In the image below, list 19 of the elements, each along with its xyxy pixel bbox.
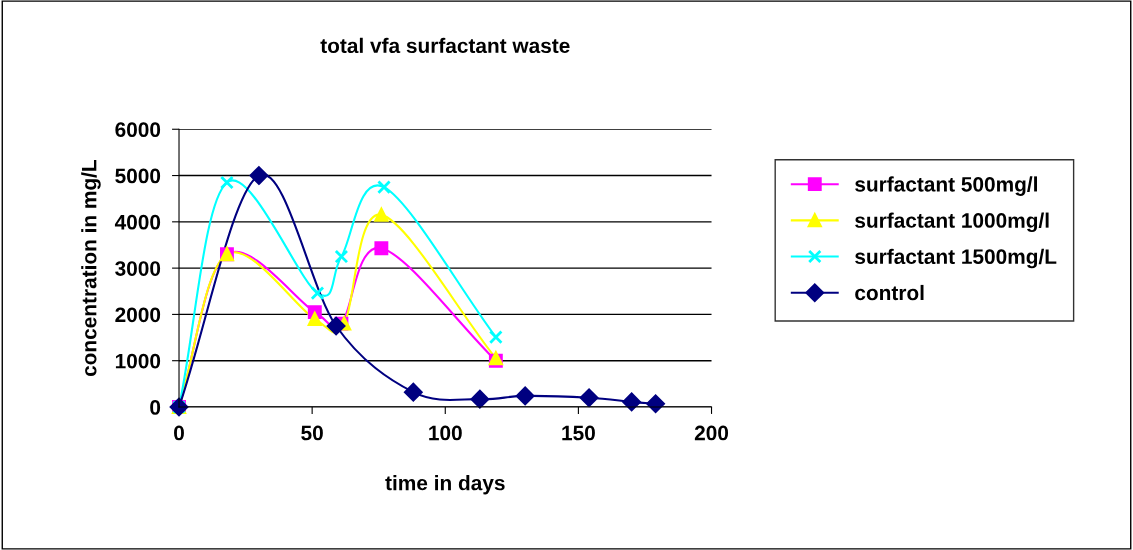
legend-label: control: [855, 284, 924, 301]
y-tick-label: 6000: [115, 122, 161, 137]
y-tick-label: 0: [150, 400, 161, 415]
x-tick-label: 100: [429, 425, 462, 441]
legend-label: surfactant 1000mg/l: [855, 212, 1049, 233]
chart-title: total vfa surfactant waste: [320, 37, 570, 54]
y-tick-label: 4000: [114, 214, 161, 230]
y-axis-title: concentration in mg/L: [81, 159, 101, 377]
x-tick-label: 150: [562, 425, 595, 441]
y-tick-label: 1000: [115, 353, 161, 369]
y-tick-label: 3000: [115, 261, 161, 276]
legend-label: surfactant 500mg/l: [855, 176, 1037, 196]
y-tick-label: 5000: [115, 168, 161, 184]
x-tick-label: 0: [174, 425, 184, 441]
y-tick-label: 2000: [115, 307, 161, 323]
legend-label: surfactant 1500mg/L: [855, 248, 1057, 269]
x-tick-label: 200: [694, 425, 729, 441]
x-tick-label: 50: [301, 425, 323, 441]
x-axis-title: time in days: [385, 475, 505, 495]
